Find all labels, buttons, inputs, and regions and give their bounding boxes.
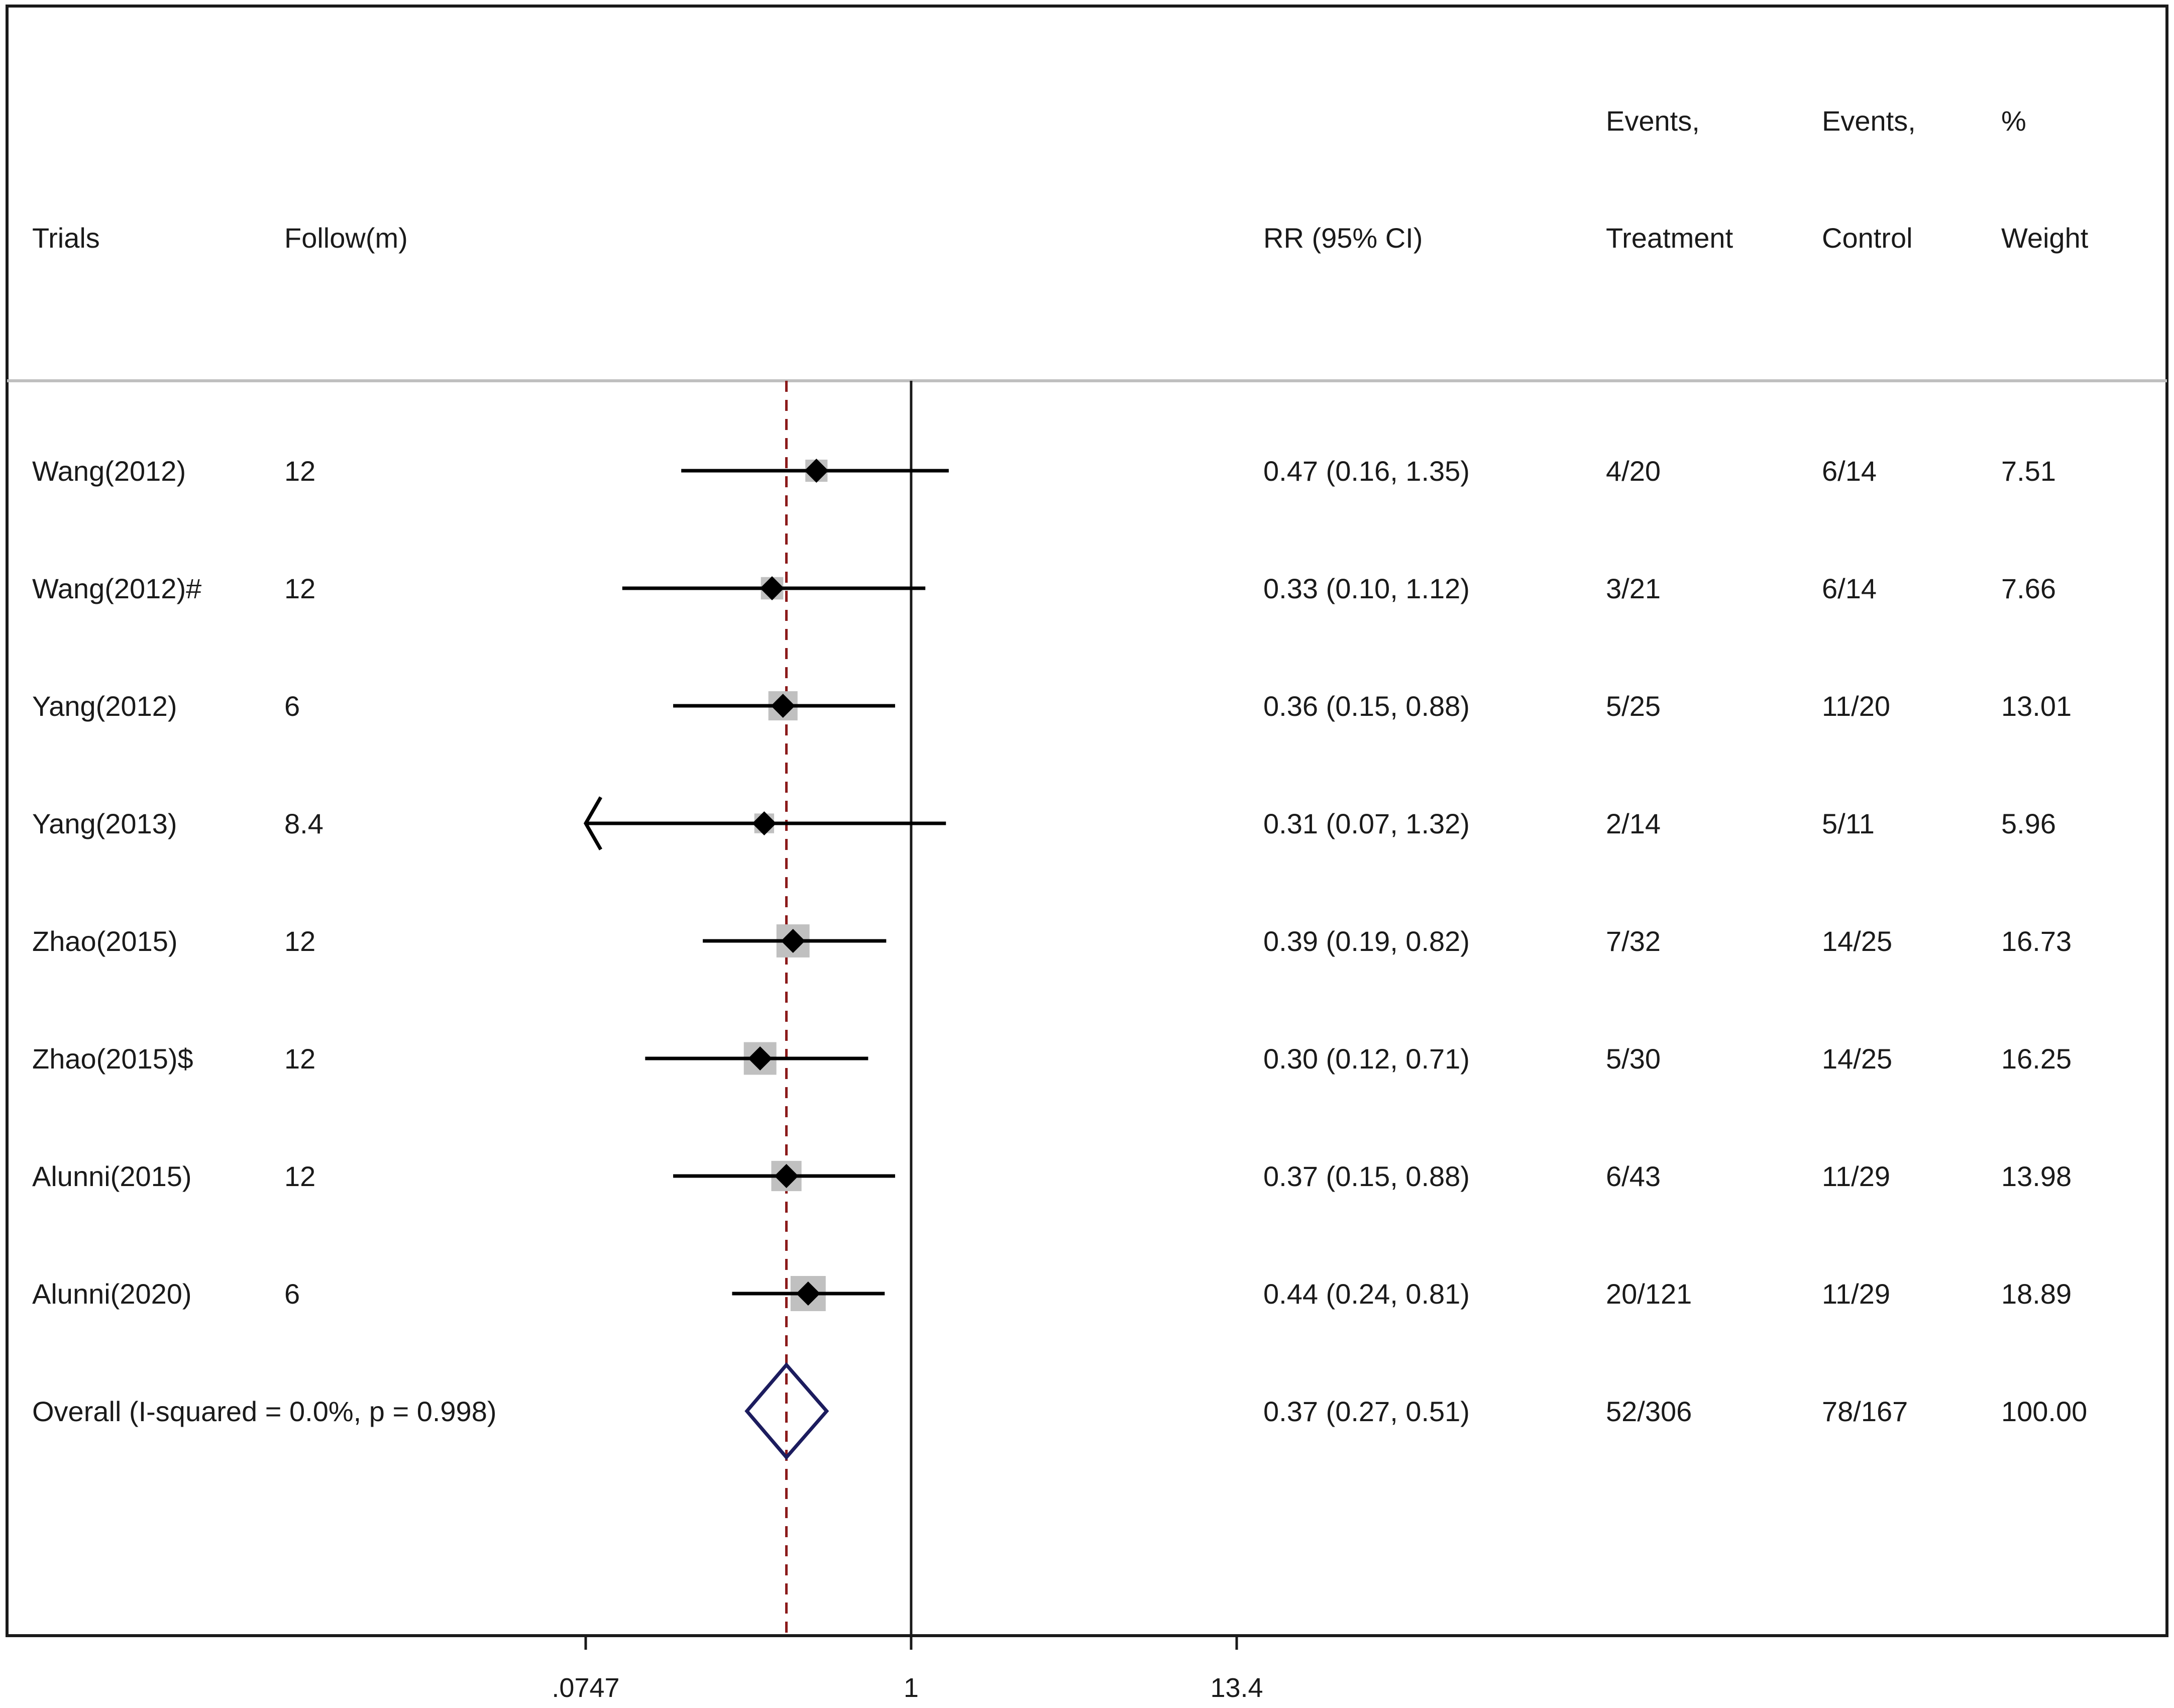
header-trials: Trials (32, 222, 100, 254)
rr-value: 0.30 (0.12, 0.71) (1263, 1043, 1470, 1075)
header-weight-line2: Weight (2001, 222, 2089, 254)
treatment-events: 2/14 (1606, 808, 1661, 839)
control-events: 6/14 (1822, 573, 1877, 604)
weight-value: 7.66 (2001, 573, 2056, 604)
follow-value: 12 (284, 573, 315, 604)
follow-value: 12 (284, 1043, 315, 1075)
treatment-events: 7/32 (1606, 925, 1661, 957)
rr-value: 0.44 (0.24, 0.81) (1263, 1278, 1470, 1310)
study-rows: Wang(2012) 12 0.47 (0.16, 1.35) 4/20 6/14 7.5… (32, 455, 2087, 1427)
point-estimate (760, 576, 785, 600)
header-weight-line1: % (2001, 105, 2026, 137)
point-estimate (752, 811, 777, 835)
header-control-line2: Control (1822, 222, 1913, 254)
weight-value: 18.89 (2001, 1278, 2072, 1310)
study-label: Zhao(2015) (32, 925, 178, 957)
study-label: Wang(2012) (32, 455, 186, 487)
control-events: 11/20 (1822, 690, 1890, 722)
follow-value: 12 (284, 925, 315, 957)
ci-truncation-arrow (583, 796, 603, 850)
study-label: Zhao(2015)$ (32, 1043, 193, 1075)
overall-rr-value: 0.37 (0.27, 0.51) (1263, 1396, 1470, 1427)
overall-diamond (744, 1362, 829, 1460)
study-label: Alunni(2015) (32, 1160, 192, 1192)
treatment-events: 4/20 (1606, 455, 1661, 487)
rr-value: 0.47 (0.16, 1.35) (1263, 455, 1470, 487)
overall-weight-value: 100.00 (2001, 1396, 2087, 1427)
header-control-line1: Events, (1822, 105, 1916, 137)
header-follow: Follow(m) (284, 222, 408, 254)
control-events: 14/25 (1822, 925, 1892, 957)
weight-value: 16.25 (2001, 1043, 2072, 1075)
point-estimate (804, 459, 829, 483)
weight-value: 13.01 (2001, 690, 2072, 722)
overall-control-events: 78/167 (1822, 1396, 1908, 1427)
point-estimate (781, 929, 805, 953)
treatment-events: 20/121 (1606, 1278, 1692, 1310)
point-estimate (796, 1282, 820, 1306)
rr-value: 0.36 (0.15, 0.88) (1263, 690, 1470, 722)
treatment-events: 5/30 (1606, 1043, 1661, 1075)
control-events: 6/14 (1822, 455, 1877, 487)
treatment-events: 6/43 (1606, 1160, 1661, 1192)
rr-value: 0.37 (0.15, 0.88) (1263, 1160, 1470, 1192)
point-estimate (774, 1164, 799, 1188)
header-treatment-line1: Events, (1606, 105, 1700, 137)
study-label: Wang(2012)# (32, 573, 201, 604)
follow-value: 6 (284, 690, 300, 722)
follow-value: 8.4 (284, 808, 323, 839)
plot-marks (583, 381, 949, 1636)
treatment-events: 5/25 (1606, 690, 1661, 722)
x-tick-label: 13.4 (1210, 1673, 1263, 1703)
treatment-events: 3/21 (1606, 573, 1661, 604)
header-rr: RR (95% CI) (1263, 222, 1423, 254)
weight-value: 5.96 (2001, 808, 2056, 839)
rr-value: 0.31 (0.07, 1.32) (1263, 808, 1470, 839)
weight-value: 7.51 (2001, 455, 2056, 487)
rr-value: 0.33 (0.10, 1.12) (1263, 573, 1470, 604)
control-events: 11/29 (1822, 1160, 1890, 1192)
point-estimate (748, 1046, 773, 1071)
header-treatment-line2: Treatment (1606, 222, 1733, 254)
x-axis: .0747 1 13.4 (552, 1636, 1263, 1703)
follow-value: 12 (284, 455, 315, 487)
x-tick-label: 1 (904, 1673, 919, 1703)
rr-value: 0.39 (0.19, 0.82) (1263, 925, 1470, 957)
study-label: Alunni(2020) (32, 1278, 192, 1310)
point-estimate (771, 694, 795, 718)
control-events: 11/29 (1822, 1278, 1890, 1310)
control-events: 14/25 (1822, 1043, 1892, 1075)
plot-frame (6, 5, 2168, 1637)
control-events: 5/11 (1822, 808, 1875, 839)
follow-value: 12 (284, 1160, 315, 1192)
study-label: Yang(2012) (32, 690, 177, 722)
overall-label: Overall (I-squared = 0.0%, p = 0.998) (32, 1396, 497, 1427)
overall-treatment-events: 52/306 (1606, 1396, 1692, 1427)
weight-value: 16.73 (2001, 925, 2072, 957)
study-label: Yang(2013) (32, 808, 177, 839)
weight-value: 13.98 (2001, 1160, 2072, 1192)
x-tick-label: .0747 (552, 1673, 619, 1703)
follow-value: 6 (284, 1278, 300, 1310)
